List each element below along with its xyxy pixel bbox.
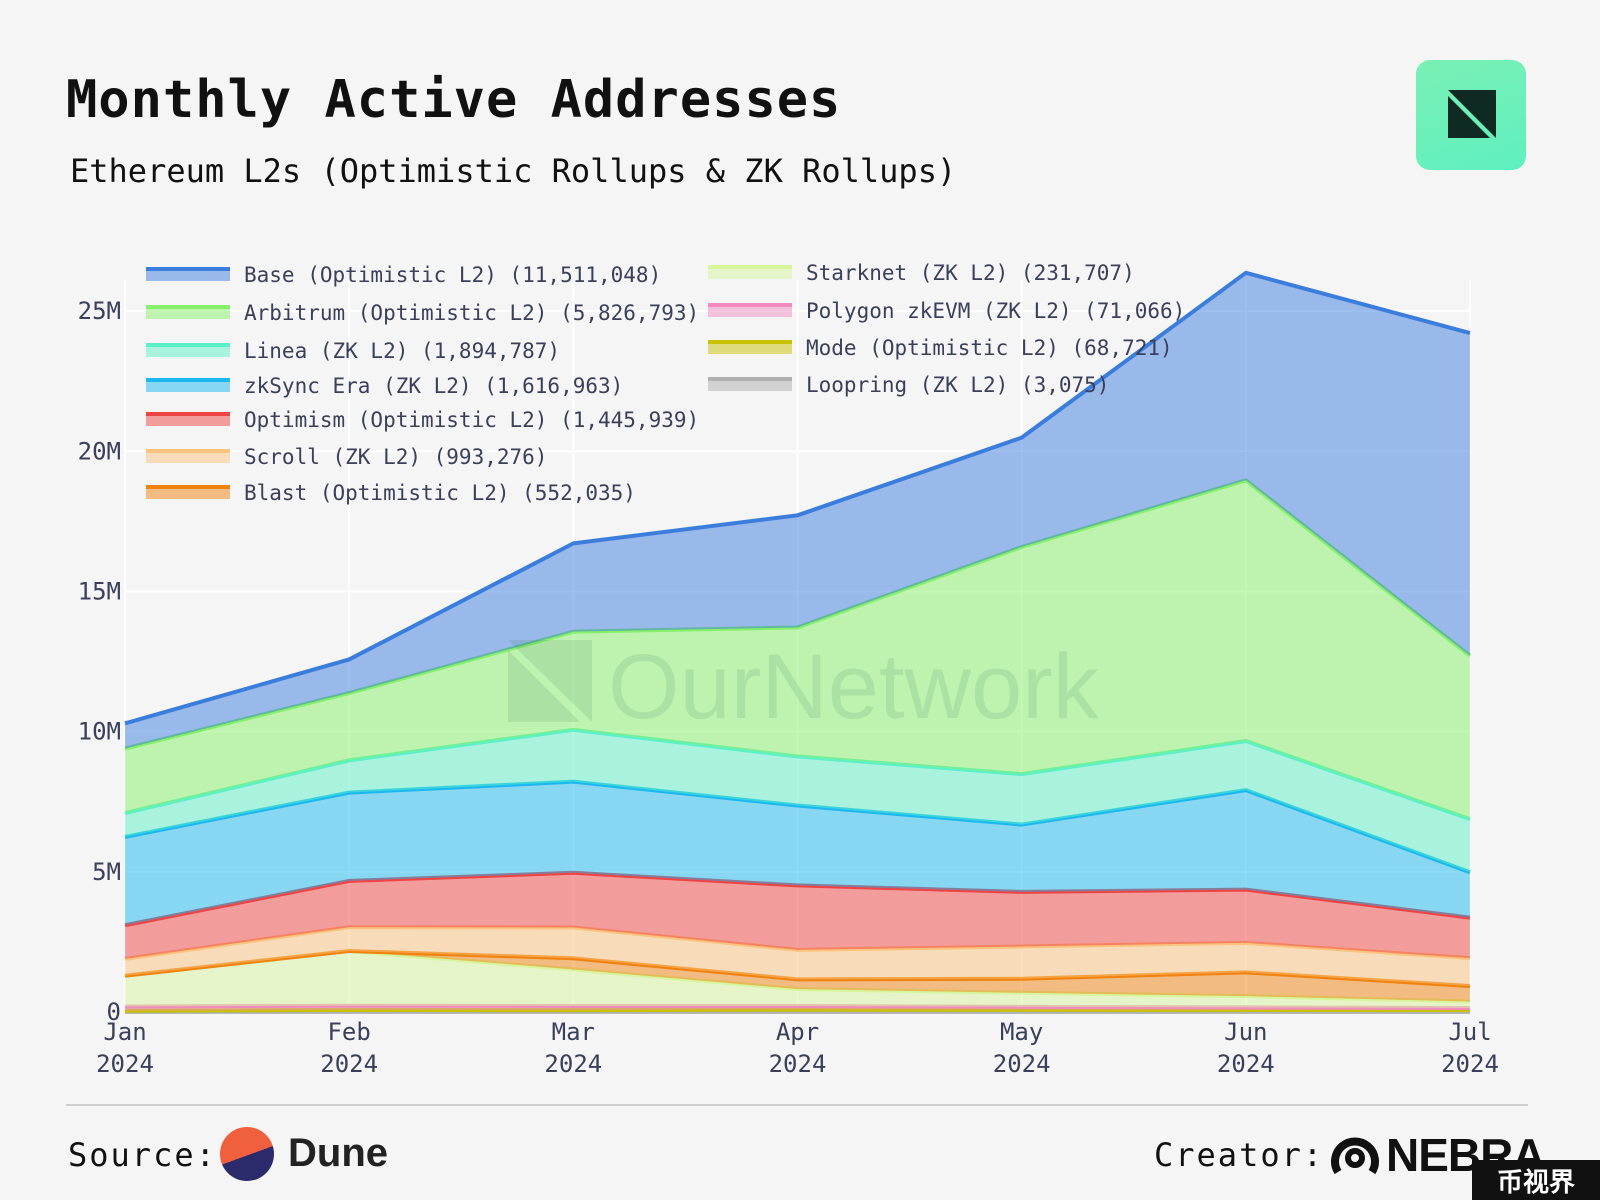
watermark-logo-icon-part <box>508 650 580 722</box>
legend-label: Arbitrum (Optimistic L2) (5,826,793) <box>244 301 699 325</box>
watermark-logo-icon <box>508 640 592 722</box>
watermark: OurNetwork <box>508 636 1100 738</box>
ournetwork-logo <box>1416 60 1526 170</box>
legend-swatch <box>146 414 230 426</box>
watermark-text: OurNetwork <box>608 636 1100 738</box>
legend-swatch <box>146 269 230 281</box>
axes: 0 5M 10M 15M 20M 25M Jan 2024 Feb 2024 Mar 2024 Apr 2… <box>78 297 1499 1078</box>
area-series-7 <box>125 781 1470 926</box>
legend-label: Base (Optimistic L2) (11,511,048) <box>244 263 661 287</box>
x-tick-label: May <box>1000 1018 1043 1046</box>
x-tick-label: Jan <box>103 1018 146 1046</box>
y-tick-label: 0 <box>107 998 121 1026</box>
x-tick-label: 2024 <box>769 1050 827 1078</box>
legend-label: Mode (Optimistic L2) (68,721) <box>806 336 1173 360</box>
area-series-8 <box>125 729 1470 873</box>
x-tick-label: Apr <box>776 1018 819 1046</box>
legend-label: Blast (Optimistic L2) (552,035) <box>244 481 636 505</box>
x-tick-label: 2024 <box>544 1050 602 1078</box>
ournetwork-logo-icon <box>1448 90 1496 138</box>
line-series-1 <box>124 1007 1471 1013</box>
legend-swatch <box>146 345 230 357</box>
chart-subtitle: Ethereum L2s (Optimistic Rollups & ZK Ro… <box>70 152 957 190</box>
stacked-area-chart: OurNetwork 0 5M 10M 15M 20M 25M Jan 2024 Feb 2024… <box>78 261 1499 1078</box>
legend-swatch <box>146 307 230 319</box>
y-tick-label: 20M <box>78 437 121 465</box>
area-series-6 <box>125 872 1470 959</box>
x-tick-label: 2024 <box>320 1050 378 1078</box>
legend-swatch <box>146 451 230 463</box>
legend-swatch <box>708 342 792 354</box>
legend-label: Scroll (ZK L2) (993,276) <box>244 445 547 469</box>
legend-swatch <box>146 380 230 392</box>
source-label: Source: <box>68 1136 217 1174</box>
x-tick-label: 2024 <box>1441 1050 1499 1078</box>
area-series <box>124 270 1472 1014</box>
chart-title: Monthly Active Addresses <box>66 70 842 130</box>
legend-label: Polygon zkEVM (ZK L2) (71,066) <box>806 299 1185 323</box>
y-tick-label: 10M <box>78 718 121 746</box>
legend-swatch <box>708 267 792 279</box>
line-series-10 <box>124 270 1471 726</box>
area-series-3 <box>125 951 1470 1008</box>
dune-logo-text: Dune <box>288 1131 388 1175</box>
legend-swatch <box>708 379 792 391</box>
x-tick-label: Mar <box>552 1018 595 1046</box>
legend-swatch <box>146 487 230 499</box>
legend: Base (Optimistic L2) (11,511,048) Arbitru… <box>146 261 1185 505</box>
area-series-5 <box>125 927 1470 987</box>
legend-label: Linea (ZK L2) (1,894,787) <box>244 339 560 363</box>
legend-swatch <box>708 305 792 317</box>
creator-label: Creator: <box>1154 1136 1325 1174</box>
area-series-4 <box>125 951 1470 1002</box>
y-tick-label: 25M <box>78 297 121 325</box>
dune-logo-icon <box>220 1127 274 1181</box>
x-tick-label: 2024 <box>993 1050 1051 1078</box>
nebra-logo-icon <box>1331 1137 1379 1175</box>
corner-watermark-badge: 币视界 <box>1472 1160 1600 1200</box>
y-tick-label: 5M <box>92 858 121 886</box>
legend-label: Optimism (Optimistic L2) (1,445,939) <box>244 408 699 432</box>
legend-label: Starknet (ZK L2) (231,707) <box>806 261 1135 285</box>
footer-divider <box>66 1104 1528 1106</box>
x-tick-label: Feb <box>327 1018 370 1046</box>
area-series-9 <box>125 480 1470 820</box>
x-tick-label: 2024 <box>96 1050 154 1078</box>
legend-label: zkSync Era (ZK L2) (1,616,963) <box>244 374 623 398</box>
x-tick-label: Jul <box>1448 1018 1491 1046</box>
area-series-10 <box>125 272 1470 749</box>
y-tick-label: 15M <box>78 577 121 605</box>
x-tick-label: Jun <box>1224 1018 1267 1046</box>
legend-label: Loopring (ZK L2) (3,075) <box>806 373 1109 397</box>
x-tick-label: 2024 <box>1217 1050 1275 1078</box>
